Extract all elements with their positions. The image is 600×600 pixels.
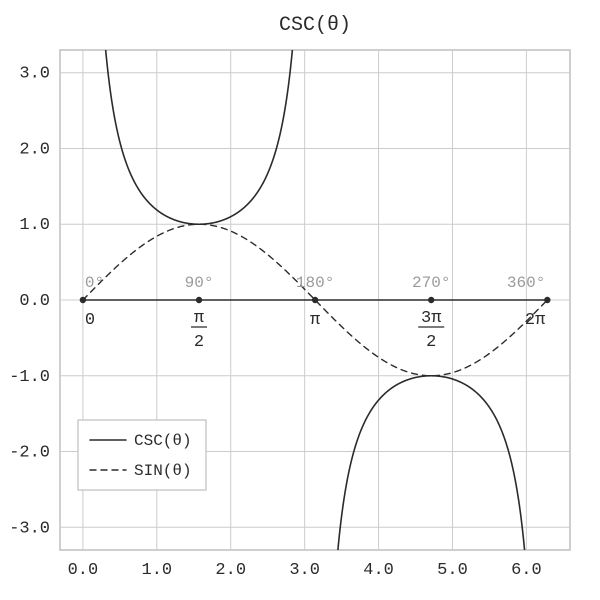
pi-label: 0 bbox=[85, 311, 95, 330]
x-tick-label: 6.0 bbox=[511, 561, 542, 580]
x-tick-label: 0.0 bbox=[68, 561, 99, 580]
svg-text:3π: 3π bbox=[421, 309, 441, 328]
degree-label: 0° bbox=[85, 274, 104, 292]
y-tick-label: -2.0 bbox=[9, 444, 50, 463]
svg-text:0: 0 bbox=[85, 311, 95, 330]
svg-text:π: π bbox=[310, 311, 320, 330]
svg-text:π: π bbox=[194, 309, 204, 328]
x-tick-label: 5.0 bbox=[437, 561, 468, 580]
degree-label: 90° bbox=[185, 274, 214, 292]
x-tick-label: 3.0 bbox=[289, 561, 320, 580]
y-tick-label: -1.0 bbox=[9, 368, 50, 387]
pi-label: 3π2 bbox=[418, 309, 444, 352]
legend-label-csc: CSC(θ) bbox=[134, 432, 192, 450]
pi-label: π bbox=[310, 311, 320, 330]
degree-label: 360° bbox=[507, 274, 545, 292]
chart-title: CSC(θ) bbox=[279, 14, 351, 37]
y-tick-label: 0.0 bbox=[19, 292, 50, 311]
y-tick-label: -3.0 bbox=[9, 519, 50, 538]
x-tick-labels: 0.0 1.0 2.0 3.0 4.0 5.0 6.0 bbox=[68, 561, 542, 580]
y-tick-label: 3.0 bbox=[19, 65, 50, 84]
legend: CSC(θ) SIN(θ) bbox=[78, 420, 206, 490]
x-tick-label: 2.0 bbox=[215, 561, 246, 580]
pi-label: π2 bbox=[191, 309, 207, 352]
svg-text:2π: 2π bbox=[525, 311, 545, 330]
degree-label: 180° bbox=[296, 274, 334, 292]
x-tick-label: 1.0 bbox=[142, 561, 173, 580]
y-tick-label: 2.0 bbox=[19, 140, 50, 159]
y-tick-labels: -3.0 -2.0 -1.0 0.0 1.0 2.0 3.0 bbox=[9, 65, 50, 539]
pi-labels: 0π2π3π22π bbox=[85, 309, 545, 352]
chart-container: { "chart": { "type": "line", "title": "C… bbox=[0, 0, 600, 600]
svg-text:2: 2 bbox=[426, 333, 436, 352]
svg-text:2: 2 bbox=[194, 333, 204, 352]
y-tick-label: 1.0 bbox=[19, 216, 50, 235]
degree-label: 270° bbox=[412, 274, 450, 292]
degree-labels: 0° 90° 180° 270° 360° bbox=[85, 274, 545, 292]
chart-svg: CSC(θ) 0°90°180°270°360° 0π2π3π22π -3.0-… bbox=[0, 0, 600, 600]
legend-label-sin: SIN(θ) bbox=[134, 462, 192, 480]
pi-label: 2π bbox=[525, 311, 545, 330]
x-tick-label: 4.0 bbox=[363, 561, 394, 580]
